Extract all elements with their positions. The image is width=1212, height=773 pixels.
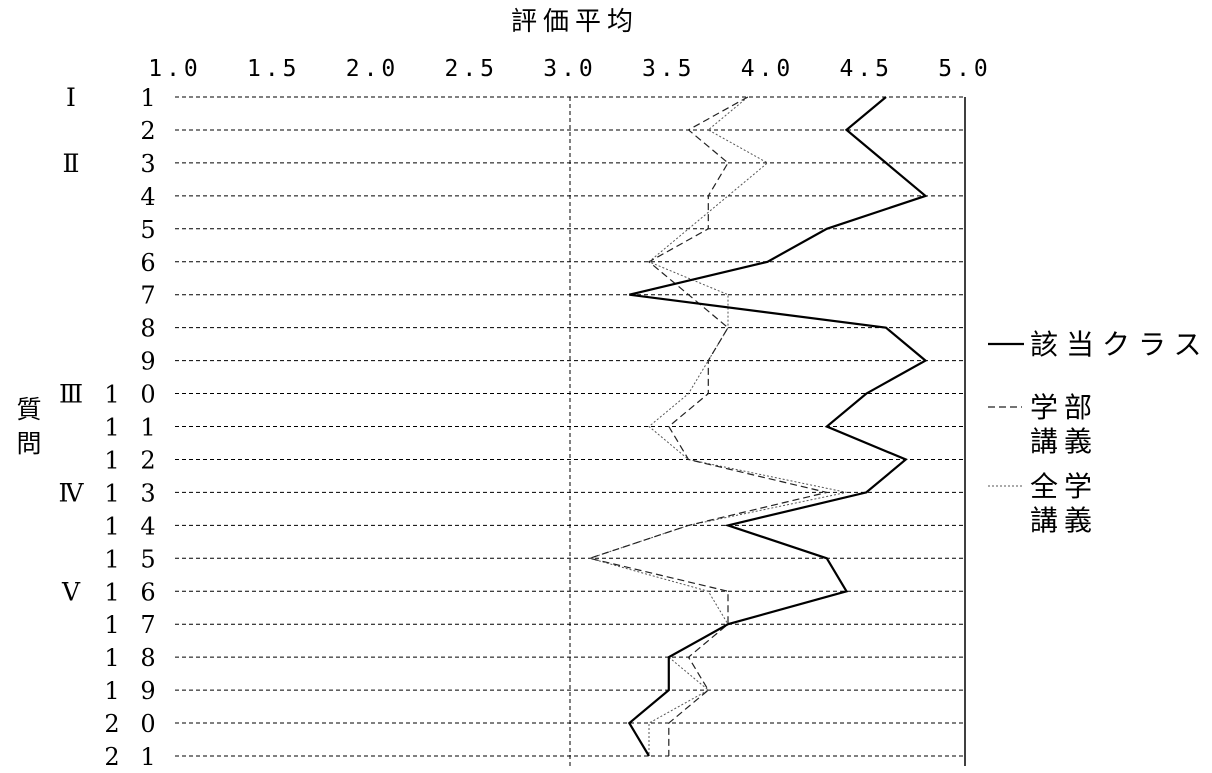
chart-title: 評価平均 (511, 7, 639, 37)
question-group-labels: Ⅰ Ⅱ Ⅲ Ⅳ Ⅴ (59, 83, 85, 606)
x-tick-label: 4.5 (839, 56, 893, 82)
question-number-label: 8 (140, 315, 155, 343)
legend-label-university: 講義 (1030, 504, 1098, 537)
question-number-digit: 1 (104, 512, 119, 540)
question-number-digit: 2 (104, 743, 119, 771)
question-number-label: 2 (140, 117, 155, 145)
x-tick-label: 2.5 (444, 56, 498, 82)
series-lines (587, 96, 928, 757)
question-number-digit: 6 (140, 578, 155, 606)
legend-label-class: 該当クラス (1030, 328, 1209, 361)
question-number-digit: 0 (140, 381, 155, 409)
question-number-label: 6 (140, 249, 155, 277)
question-number-digit: 1 (104, 479, 119, 507)
x-tick-label: 1.0 (148, 56, 202, 82)
question-group-label: Ⅲ (59, 380, 83, 409)
question-number-digit: 4 (140, 512, 155, 540)
question-group-label: Ⅴ (61, 577, 81, 606)
legend-label-university: 全学 (1030, 470, 1098, 503)
question-number-digit: 5 (140, 545, 155, 573)
question-number-digit: 1 (104, 644, 119, 672)
x-tick-label: 2.0 (346, 56, 400, 82)
question-group-label: Ⅰ (66, 83, 76, 112)
question-number-digit: 1 (104, 677, 119, 705)
question-number-digit: 7 (140, 611, 155, 639)
question-number-label: 4 (140, 183, 155, 211)
question-number-digit: 1 (104, 611, 119, 639)
question-number-digit: 1 (104, 446, 119, 474)
x-tick-label: 3.5 (642, 56, 696, 82)
y-axis-title-char: 問 (16, 429, 41, 458)
question-number-label: 9 (140, 348, 155, 376)
x-axis-ticks: 1.0 1.5 2.0 2.5 3.0 3.5 4.0 4.5 5.0 (148, 56, 992, 82)
x-tick-label: 3.0 (543, 56, 597, 82)
question-number-digit: 1 (104, 545, 119, 573)
question-number-digit: 1 (104, 381, 119, 409)
question-number-label: 3 (140, 150, 155, 178)
question-number-digit: 8 (140, 644, 155, 672)
question-number-label: 1 (140, 84, 155, 112)
x-tick-label: 4.0 (741, 56, 795, 82)
question-number-digit: 9 (140, 677, 155, 705)
question-number-digit: 2 (140, 446, 155, 474)
question-number-digit: 0 (140, 710, 155, 738)
question-number-digit: 1 (104, 414, 119, 442)
legend-label-faculty: 学部 (1030, 391, 1098, 424)
question-number-label: 5 (140, 216, 155, 244)
x-tick-label: 1.5 (247, 56, 301, 82)
question-group-label: Ⅳ (59, 478, 85, 507)
y-axis-title: 質問 (16, 395, 41, 458)
gridlines (175, 96, 966, 766)
legend-label-faculty: 講義 (1030, 425, 1098, 458)
question-group-label: Ⅱ (63, 149, 80, 178)
question-number-label: 7 (140, 282, 155, 310)
question-number-digit: 2 (104, 710, 119, 738)
question-number-digit: 1 (140, 743, 155, 771)
series-line-faculty (587, 96, 827, 756)
x-tick-label: 5.0 (938, 56, 992, 82)
series-line-class (627, 96, 928, 757)
y-axis-title-char: 質 (16, 395, 41, 424)
question-number-digit: 3 (140, 479, 155, 507)
question-number-digit: 1 (104, 578, 119, 606)
question-number-digit: 1 (140, 414, 155, 442)
